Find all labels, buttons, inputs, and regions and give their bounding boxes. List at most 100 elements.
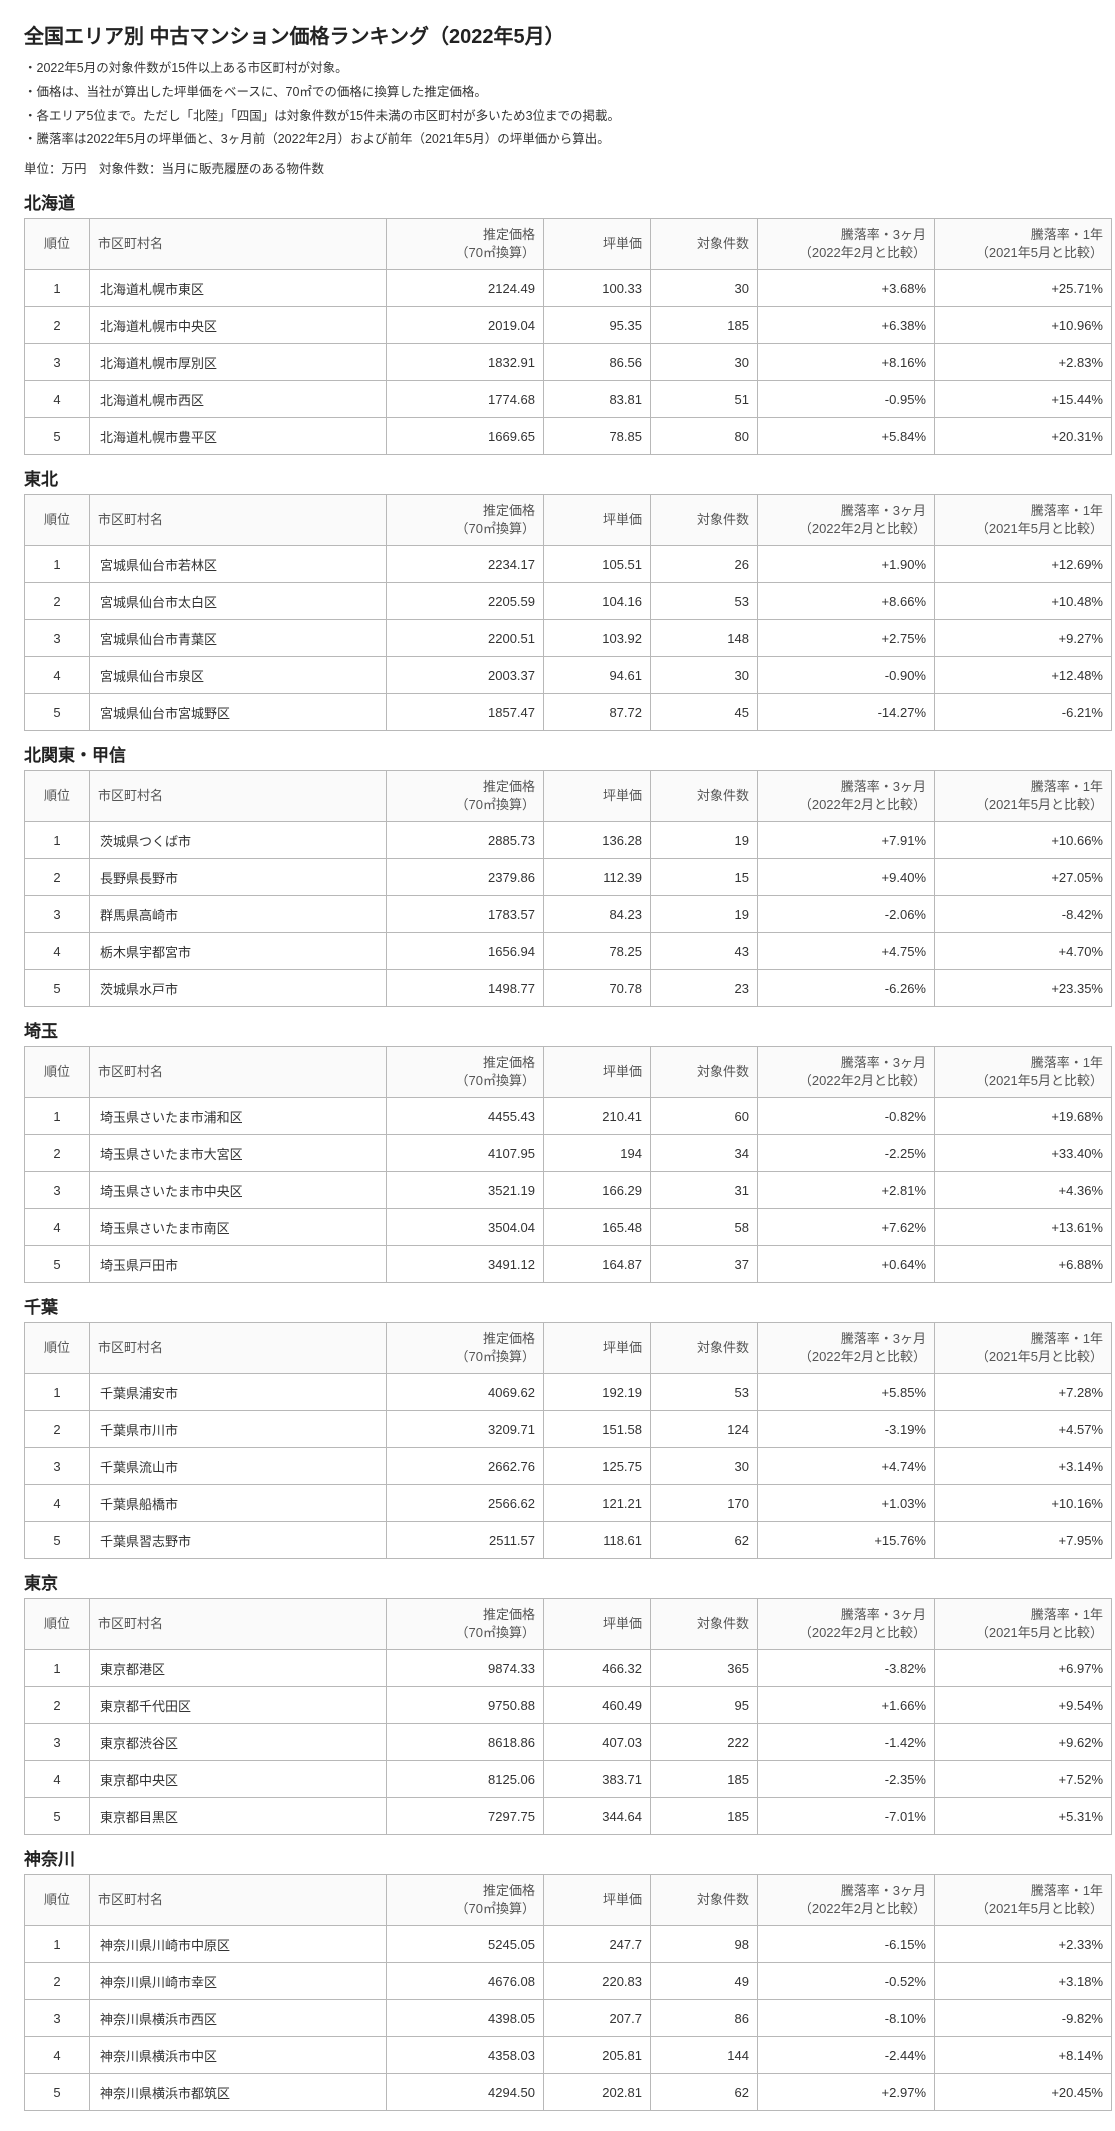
table-cell: 210.41 <box>544 1098 651 1135</box>
table-cell: 神奈川県横浜市都筑区 <box>90 2074 387 2111</box>
table-cell: +3.18% <box>935 1963 1112 2000</box>
table-cell: 1 <box>25 822 90 859</box>
ranking-table: 順位市区町村名推定価格（70㎡換算）坪単価対象件数騰落率・3ヶ月（2022年2月… <box>24 770 1112 1007</box>
table-header-cell: 坪単価 <box>544 1599 651 1650</box>
table-cell: 95.35 <box>544 307 651 344</box>
table-cell: 1 <box>25 546 90 583</box>
table-cell: +8.14% <box>935 2037 1112 2074</box>
table-cell: 2 <box>25 1135 90 1172</box>
region-block: 東京順位市区町村名推定価格（70㎡換算）坪単価対象件数騰落率・3ヶ月（2022年… <box>24 1569 1091 1835</box>
table-row: 2長野県長野市2379.86112.3915+9.40%+27.05% <box>25 859 1112 896</box>
table-row: 2北海道札幌市中央区2019.0495.35185+6.38%+10.96% <box>25 307 1112 344</box>
table-cell: 2379.86 <box>387 859 544 896</box>
table-cell: 2124.49 <box>387 270 544 307</box>
table-cell: -0.95% <box>758 381 935 418</box>
table-cell: 1832.91 <box>387 344 544 381</box>
table-cell: 2200.51 <box>387 620 544 657</box>
table-cell: 千葉県流山市 <box>90 1448 387 1485</box>
table-row: 1千葉県浦安市4069.62192.1953+5.85%+7.28% <box>25 1374 1112 1411</box>
table-cell: 2 <box>25 583 90 620</box>
table-cell: -2.25% <box>758 1135 935 1172</box>
table-row: 2東京都千代田区9750.88460.4995+1.66%+9.54% <box>25 1687 1112 1724</box>
region-title: 千葉 <box>24 1293 1091 1318</box>
table-row: 1東京都港区9874.33466.32365-3.82%+6.97% <box>25 1650 1112 1687</box>
table-cell: 北海道札幌市厚別区 <box>90 344 387 381</box>
table-header-cell: 騰落率・1年（2021年5月と比較） <box>935 771 1112 822</box>
table-header-row: 順位市区町村名推定価格（70㎡換算）坪単価対象件数騰落率・3ヶ月（2022年2月… <box>25 1323 1112 1374</box>
table-cell: +8.16% <box>758 344 935 381</box>
table-cell: 4 <box>25 933 90 970</box>
table-cell: 194 <box>544 1135 651 1172</box>
table-cell: 4 <box>25 1761 90 1798</box>
region-title: 埼玉 <box>24 1017 1091 1042</box>
table-cell: 埼玉県さいたま市大宮区 <box>90 1135 387 1172</box>
table-cell: -6.26% <box>758 970 935 1007</box>
table-header-cell: 対象件数 <box>651 1323 758 1374</box>
table-cell: 104.16 <box>544 583 651 620</box>
table-row: 1埼玉県さいたま市浦和区4455.43210.4160-0.82%+19.68% <box>25 1098 1112 1135</box>
region-title: 東京 <box>24 1569 1091 1594</box>
table-cell: +4.57% <box>935 1411 1112 1448</box>
table-cell: +2.83% <box>935 344 1112 381</box>
table-cell: 宮城県仙台市太白区 <box>90 583 387 620</box>
table-row: 5神奈川県横浜市都筑区4294.50202.8162+2.97%+20.45% <box>25 2074 1112 2111</box>
table-cell: 31 <box>651 1172 758 1209</box>
table-header-cell: 推定価格（70㎡換算） <box>387 1599 544 1650</box>
table-cell: 100.33 <box>544 270 651 307</box>
table-header-cell: 騰落率・1年（2021年5月と比較） <box>935 1323 1112 1374</box>
table-cell: 202.81 <box>544 2074 651 2111</box>
table-cell: 78.85 <box>544 418 651 455</box>
table-row: 4神奈川県横浜市中区4358.03205.81144-2.44%+8.14% <box>25 2037 1112 2074</box>
table-header-cell: 推定価格（70㎡換算） <box>387 771 544 822</box>
table-cell: 1498.77 <box>387 970 544 1007</box>
table-cell: 19 <box>651 822 758 859</box>
table-cell: 86.56 <box>544 344 651 381</box>
table-cell: 5245.05 <box>387 1926 544 1963</box>
table-cell: 北海道札幌市中央区 <box>90 307 387 344</box>
table-cell: 2 <box>25 859 90 896</box>
table-cell: 2511.57 <box>387 1522 544 1559</box>
region-title: 北関東・甲信 <box>24 741 1091 766</box>
table-cell: 45 <box>651 694 758 731</box>
table-cell: 460.49 <box>544 1687 651 1724</box>
table-cell: 165.48 <box>544 1209 651 1246</box>
table-cell: 東京都渋谷区 <box>90 1724 387 1761</box>
table-row: 2埼玉県さいたま市大宮区4107.9519434-2.25%+33.40% <box>25 1135 1112 1172</box>
table-cell: 62 <box>651 2074 758 2111</box>
table-cell: 3504.04 <box>387 1209 544 1246</box>
table-cell: 3209.71 <box>387 1411 544 1448</box>
ranking-table: 順位市区町村名推定価格（70㎡換算）坪単価対象件数騰落率・3ヶ月（2022年2月… <box>24 218 1112 455</box>
table-cell: -6.15% <box>758 1926 935 1963</box>
table-header-cell: 騰落率・3ヶ月（2022年2月と比較） <box>758 1323 935 1374</box>
table-cell: +33.40% <box>935 1135 1112 1172</box>
table-cell: 118.61 <box>544 1522 651 1559</box>
table-cell: -14.27% <box>758 694 935 731</box>
region-title: 北海道 <box>24 189 1091 214</box>
table-cell: 105.51 <box>544 546 651 583</box>
region-block: 埼玉順位市区町村名推定価格（70㎡換算）坪単価対象件数騰落率・3ヶ月（2022年… <box>24 1017 1091 1283</box>
table-cell: 4069.62 <box>387 1374 544 1411</box>
table-cell: 148 <box>651 620 758 657</box>
table-cell: 4107.95 <box>387 1135 544 1172</box>
table-cell: 4455.43 <box>387 1098 544 1135</box>
table-header-row: 順位市区町村名推定価格（70㎡換算）坪単価対象件数騰落率・3ヶ月（2022年2月… <box>25 1599 1112 1650</box>
table-header-cell: 順位 <box>25 771 90 822</box>
table-header-cell: 騰落率・3ヶ月（2022年2月と比較） <box>758 771 935 822</box>
table-header-cell: 対象件数 <box>651 771 758 822</box>
table-cell: 1 <box>25 1374 90 1411</box>
table-header-cell: 推定価格（70㎡換算） <box>387 495 544 546</box>
table-cell: 神奈川県横浜市西区 <box>90 2000 387 2037</box>
note-line: ・価格は、当社が算出した坪単価をベースに、70㎡での価格に換算した推定価格。 <box>24 81 1091 105</box>
table-cell: -3.82% <box>758 1650 935 1687</box>
ranking-table: 順位市区町村名推定価格（70㎡換算）坪単価対象件数騰落率・3ヶ月（2022年2月… <box>24 1598 1112 1835</box>
table-header-cell: 市区町村名 <box>90 1047 387 1098</box>
table-cell: 2003.37 <box>387 657 544 694</box>
table-cell: 4358.03 <box>387 2037 544 2074</box>
table-cell: -1.42% <box>758 1724 935 1761</box>
table-cell: 60 <box>651 1098 758 1135</box>
table-cell: 1 <box>25 1098 90 1135</box>
table-cell: 220.83 <box>544 1963 651 2000</box>
table-header-cell: 騰落率・3ヶ月（2022年2月と比較） <box>758 1599 935 1650</box>
table-cell: 埼玉県さいたま市中央区 <box>90 1172 387 1209</box>
table-cell: 192.19 <box>544 1374 651 1411</box>
